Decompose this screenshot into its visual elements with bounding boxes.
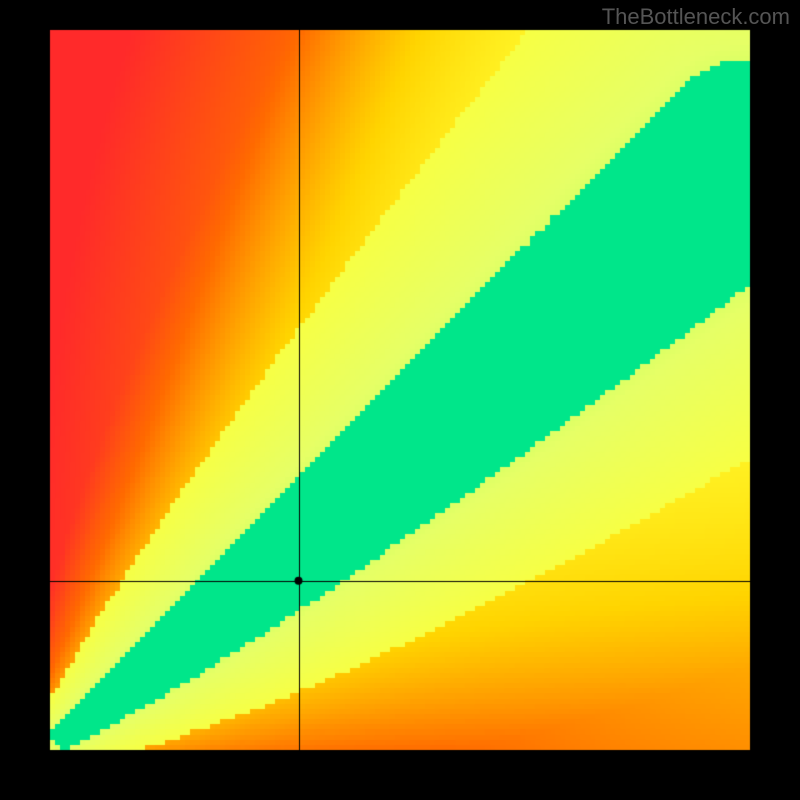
- bottleneck-heatmap: [0, 0, 800, 800]
- watermark-text: TheBottleneck.com: [602, 4, 790, 30]
- chart-container: TheBottleneck.com: [0, 0, 800, 800]
